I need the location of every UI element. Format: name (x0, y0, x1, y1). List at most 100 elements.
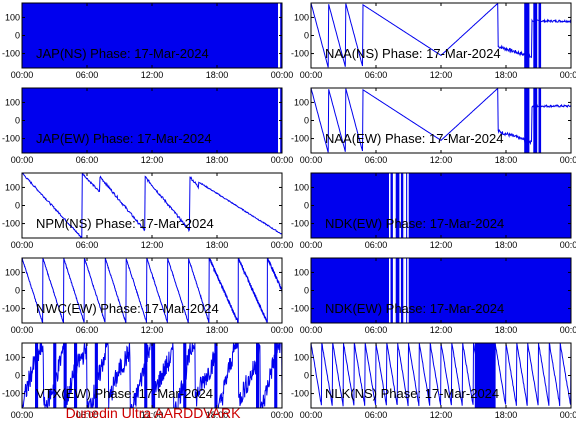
panel-title: NAA(NS) Phase: 17-Mar-2024 (325, 46, 501, 61)
y-tick-label: 100 (294, 267, 309, 277)
panel-2: 1000-10000:0006:0012:0018:0000:00NAA(NS)… (291, 2, 576, 80)
x-tick-label: 18:00 (206, 410, 229, 420)
dense-data-band (538, 3, 542, 68)
panel-6: 1000-10000:0006:0012:0018:0000:00NDK(EW)… (291, 172, 576, 250)
x-tick-label: 00:00 (271, 410, 294, 420)
x-tick-label: 00:00 (560, 325, 576, 335)
y-tick-label: -100 (2, 219, 20, 229)
y-tick-label: 100 (5, 267, 20, 277)
data-gap (403, 258, 405, 323)
series-line (208, 258, 282, 323)
panel-title: NDK(EW) Phase: 17-Mar-2024 (325, 216, 504, 231)
dense-data-band (538, 88, 542, 153)
plot-area (311, 258, 571, 323)
y-tick-label: -100 (291, 49, 309, 59)
dense-data-band (474, 343, 496, 408)
x-tick-label: 18:00 (206, 70, 229, 80)
plot-area (22, 3, 282, 68)
dense-data-band (22, 3, 279, 68)
dense-data-band (144, 343, 148, 408)
x-tick-label: 00:00 (300, 410, 323, 420)
data-gap (394, 173, 396, 238)
x-tick-label: 06:00 (365, 410, 388, 420)
x-tick-label: 06:00 (76, 155, 99, 165)
data-gap (407, 258, 409, 323)
y-tick-label: -100 (2, 134, 20, 144)
x-tick-label: 12:00 (430, 410, 453, 420)
x-tick-label: 00:00 (300, 325, 323, 335)
x-tick-label: 12:00 (430, 70, 453, 80)
data-gap (394, 258, 396, 323)
panel-title: VTX(EW) Phase: 17-Mar-2024 (36, 386, 213, 401)
y-tick-label: -100 (291, 389, 309, 399)
panel-title: NWC(EW) Phase: 17-Mar-2024 (36, 301, 219, 316)
x-tick-label: 00:00 (300, 70, 323, 80)
y-tick-label: 100 (5, 97, 20, 107)
data-gap (403, 173, 405, 238)
y-tick-label: 100 (5, 352, 20, 362)
dense-data-band (533, 3, 538, 68)
plot-area (311, 173, 571, 238)
series-line (22, 258, 210, 323)
panel-title: JAP(EW) Phase: 17-Mar-2024 (36, 131, 212, 146)
series-line (22, 173, 282, 238)
x-tick-label: 06:00 (365, 325, 388, 335)
x-tick-label: 18:00 (206, 325, 229, 335)
panel-title: JAP(NS) Phase: 17-Mar-2024 (36, 46, 209, 61)
dense-data-band (524, 3, 530, 68)
plot-area (22, 258, 282, 323)
y-tick-label: 100 (294, 182, 309, 192)
x-tick-label: 00:00 (560, 155, 576, 165)
x-tick-label: 00:00 (300, 240, 323, 250)
y-tick-label: 0 (15, 371, 20, 381)
x-tick-label: 06:00 (76, 70, 99, 80)
x-tick-label: 06:00 (76, 325, 99, 335)
x-tick-label: 18:00 (206, 155, 229, 165)
dense-data-band (35, 343, 39, 408)
dense-data-band (533, 88, 538, 153)
dense-data-band (214, 343, 218, 408)
x-tick-label: 18:00 (495, 155, 518, 165)
dense-data-band (22, 88, 279, 153)
data-gap (392, 258, 395, 323)
y-tick-label: 0 (15, 286, 20, 296)
x-tick-label: 00:00 (271, 70, 294, 80)
data-gap (389, 258, 391, 323)
panel-title: NDK(EW) Phase: 17-Mar-2024 (325, 301, 504, 316)
x-tick-label: 18:00 (495, 240, 518, 250)
y-tick-label: 0 (304, 201, 309, 211)
x-tick-label: 00:00 (271, 325, 294, 335)
panel-title: NPM(NS) Phase: 17-Mar-2024 (36, 216, 214, 231)
data-gap (399, 173, 401, 238)
data-gap (392, 173, 395, 238)
dense-data-band (311, 258, 571, 323)
x-tick-label: 00:00 (560, 410, 576, 420)
plot-area (22, 173, 282, 238)
data-gap (407, 173, 409, 238)
y-tick-label: 100 (5, 182, 20, 192)
panel-4: 1000-10000:0006:0012:0018:0000:00NAA(EW)… (291, 87, 576, 165)
x-tick-label: 00:00 (271, 240, 294, 250)
y-tick-label: 0 (304, 286, 309, 296)
x-tick-label: 18:00 (495, 410, 518, 420)
x-tick-label: 12:00 (141, 410, 164, 420)
x-tick-label: 12:00 (141, 325, 164, 335)
x-tick-label: 00:00 (11, 325, 34, 335)
dense-data-band (94, 343, 98, 408)
x-tick-label: 12:00 (141, 155, 164, 165)
y-tick-label: 100 (294, 12, 309, 22)
x-tick-label: 12:00 (141, 240, 164, 250)
y-tick-label: -100 (291, 304, 309, 314)
x-tick-label: 12:00 (430, 240, 453, 250)
y-tick-label: 0 (15, 116, 20, 126)
y-tick-label: 100 (5, 12, 20, 22)
panels: 100 0 -100 00:00 06:00 12:00 18:00 00:00 JAP(NS)… (2, 2, 576, 420)
data-gap (404, 258, 407, 323)
x-tick-label: 00:00 (11, 155, 34, 165)
footer-caption: Dunedin Ultra AARDDVARK (66, 405, 241, 421)
x-tick-label: 00:00 (300, 155, 323, 165)
data-gap (404, 173, 407, 238)
